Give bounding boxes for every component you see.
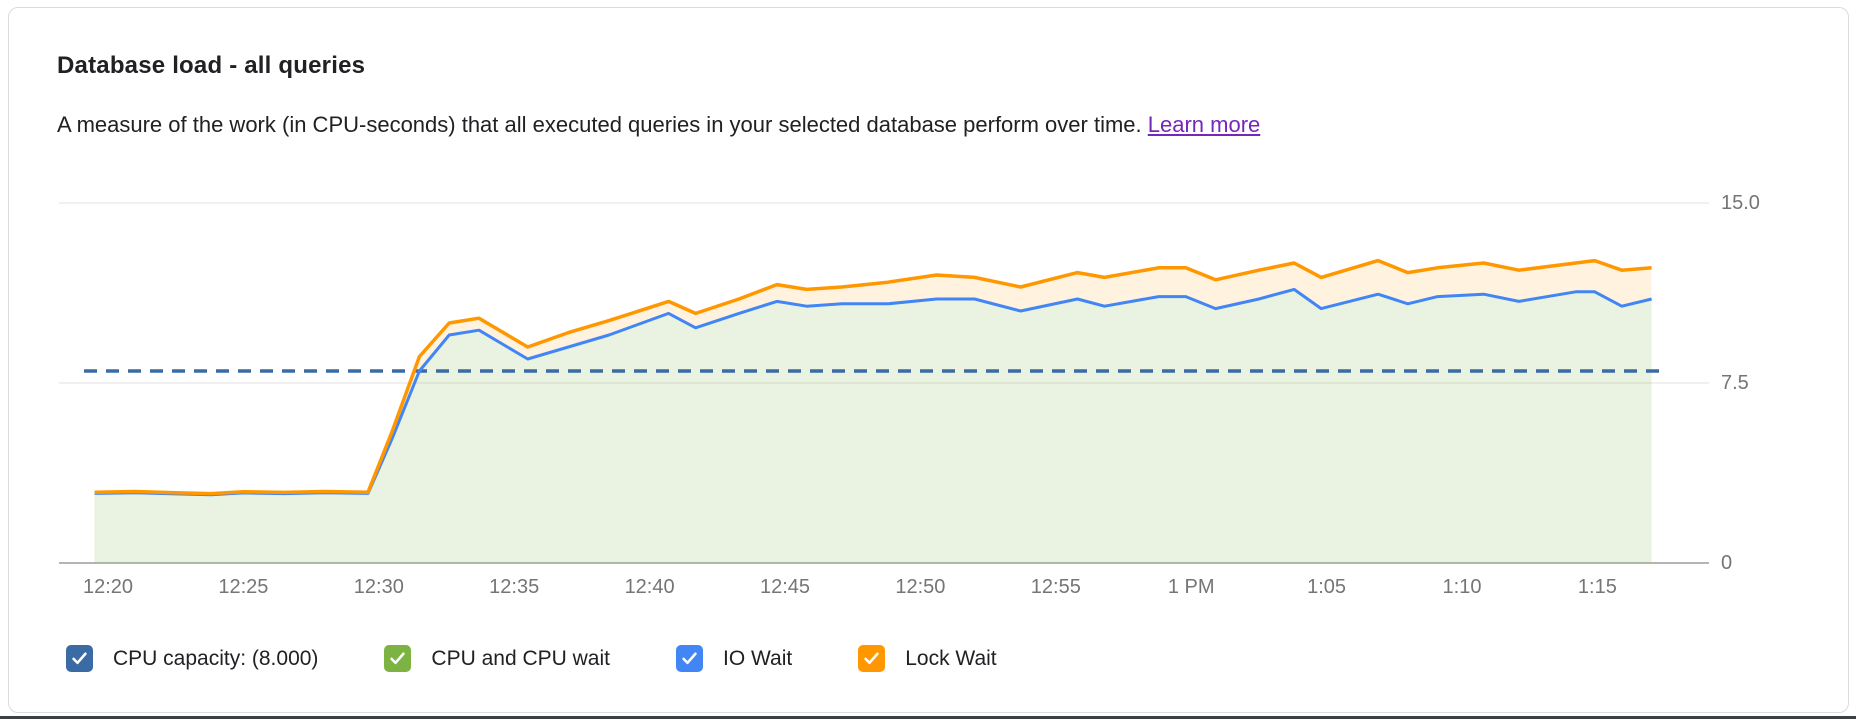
cpu-area-fill [94, 289, 1652, 563]
x-tick-label: 12:50 [895, 576, 946, 598]
checkmark-icon [72, 652, 87, 665]
x-tick-label: 12:25 [218, 576, 269, 598]
checkmark-icon [864, 652, 879, 665]
x-tick-label: 12:35 [489, 576, 540, 598]
legend-label: CPU and CPU wait [431, 646, 610, 670]
x-tick-label: 12:20 [82, 576, 134, 598]
legend-label: IO Wait [722, 646, 793, 670]
legend-checkbox-checked[interactable] [384, 645, 412, 672]
legend-checkbox-checked[interactable] [858, 645, 886, 672]
chart-subtitle-text: A measure of the work (in CPU-seconds) t… [57, 112, 1142, 137]
x-tick-label: 12:45 [759, 576, 811, 598]
checkmark-icon [390, 652, 406, 665]
legend-checkbox-checked[interactable] [66, 645, 93, 672]
chart-title: Database load - all queries [57, 52, 366, 79]
chart-legend: CPU capacity: (8.000) CPU and CPU wait IO … [66, 645, 997, 672]
x-tick-label: 12:30 [353, 576, 404, 598]
chart-subtitle: A measure of the work (in CPU-seconds) t… [57, 112, 1260, 138]
y-tick-label: 7.5 [1721, 372, 1749, 394]
load-area-chart[interactable] [9, 8, 1856, 720]
y-tick-label: 15.0 [1721, 192, 1760, 214]
x-tick-label: 1:05 [1307, 576, 1347, 598]
learn-more-link[interactable]: Learn more [1147, 112, 1261, 137]
database-load-card: Database load - all queries A measure of… [8, 7, 1849, 713]
legend-checkbox-checked[interactable] [675, 645, 703, 672]
legend-label: CPU capacity: (8.000) [113, 646, 319, 670]
y-tick-label: 0 [1721, 552, 1733, 574]
lock-wait-area-fill [94, 260, 1652, 495]
x-tick-label: 12:55 [1030, 576, 1081, 598]
legend-item-cpu-capacity-8-000[interactable]: CPU capacity: (8.000) [66, 645, 318, 672]
lock-wait-line [94, 258, 1652, 496]
x-tick-label: 1 PM [1167, 576, 1215, 598]
legend-item-lock-wait[interactable]: Lock Wait [858, 645, 997, 672]
x-tick-label: 1:10 [1442, 576, 1482, 598]
legend-label: Lock Wait [905, 646, 997, 670]
legend-item-io-wait[interactable]: IO Wait [675, 645, 793, 672]
legend-item-cpu-and-cpu-wait[interactable]: CPU and CPU wait [384, 645, 610, 672]
x-tick-label: 12:40 [624, 576, 675, 598]
x-tick-label: 1:15 [1577, 576, 1617, 598]
checkmark-icon [682, 652, 697, 665]
bottom-divider [0, 716, 1856, 719]
